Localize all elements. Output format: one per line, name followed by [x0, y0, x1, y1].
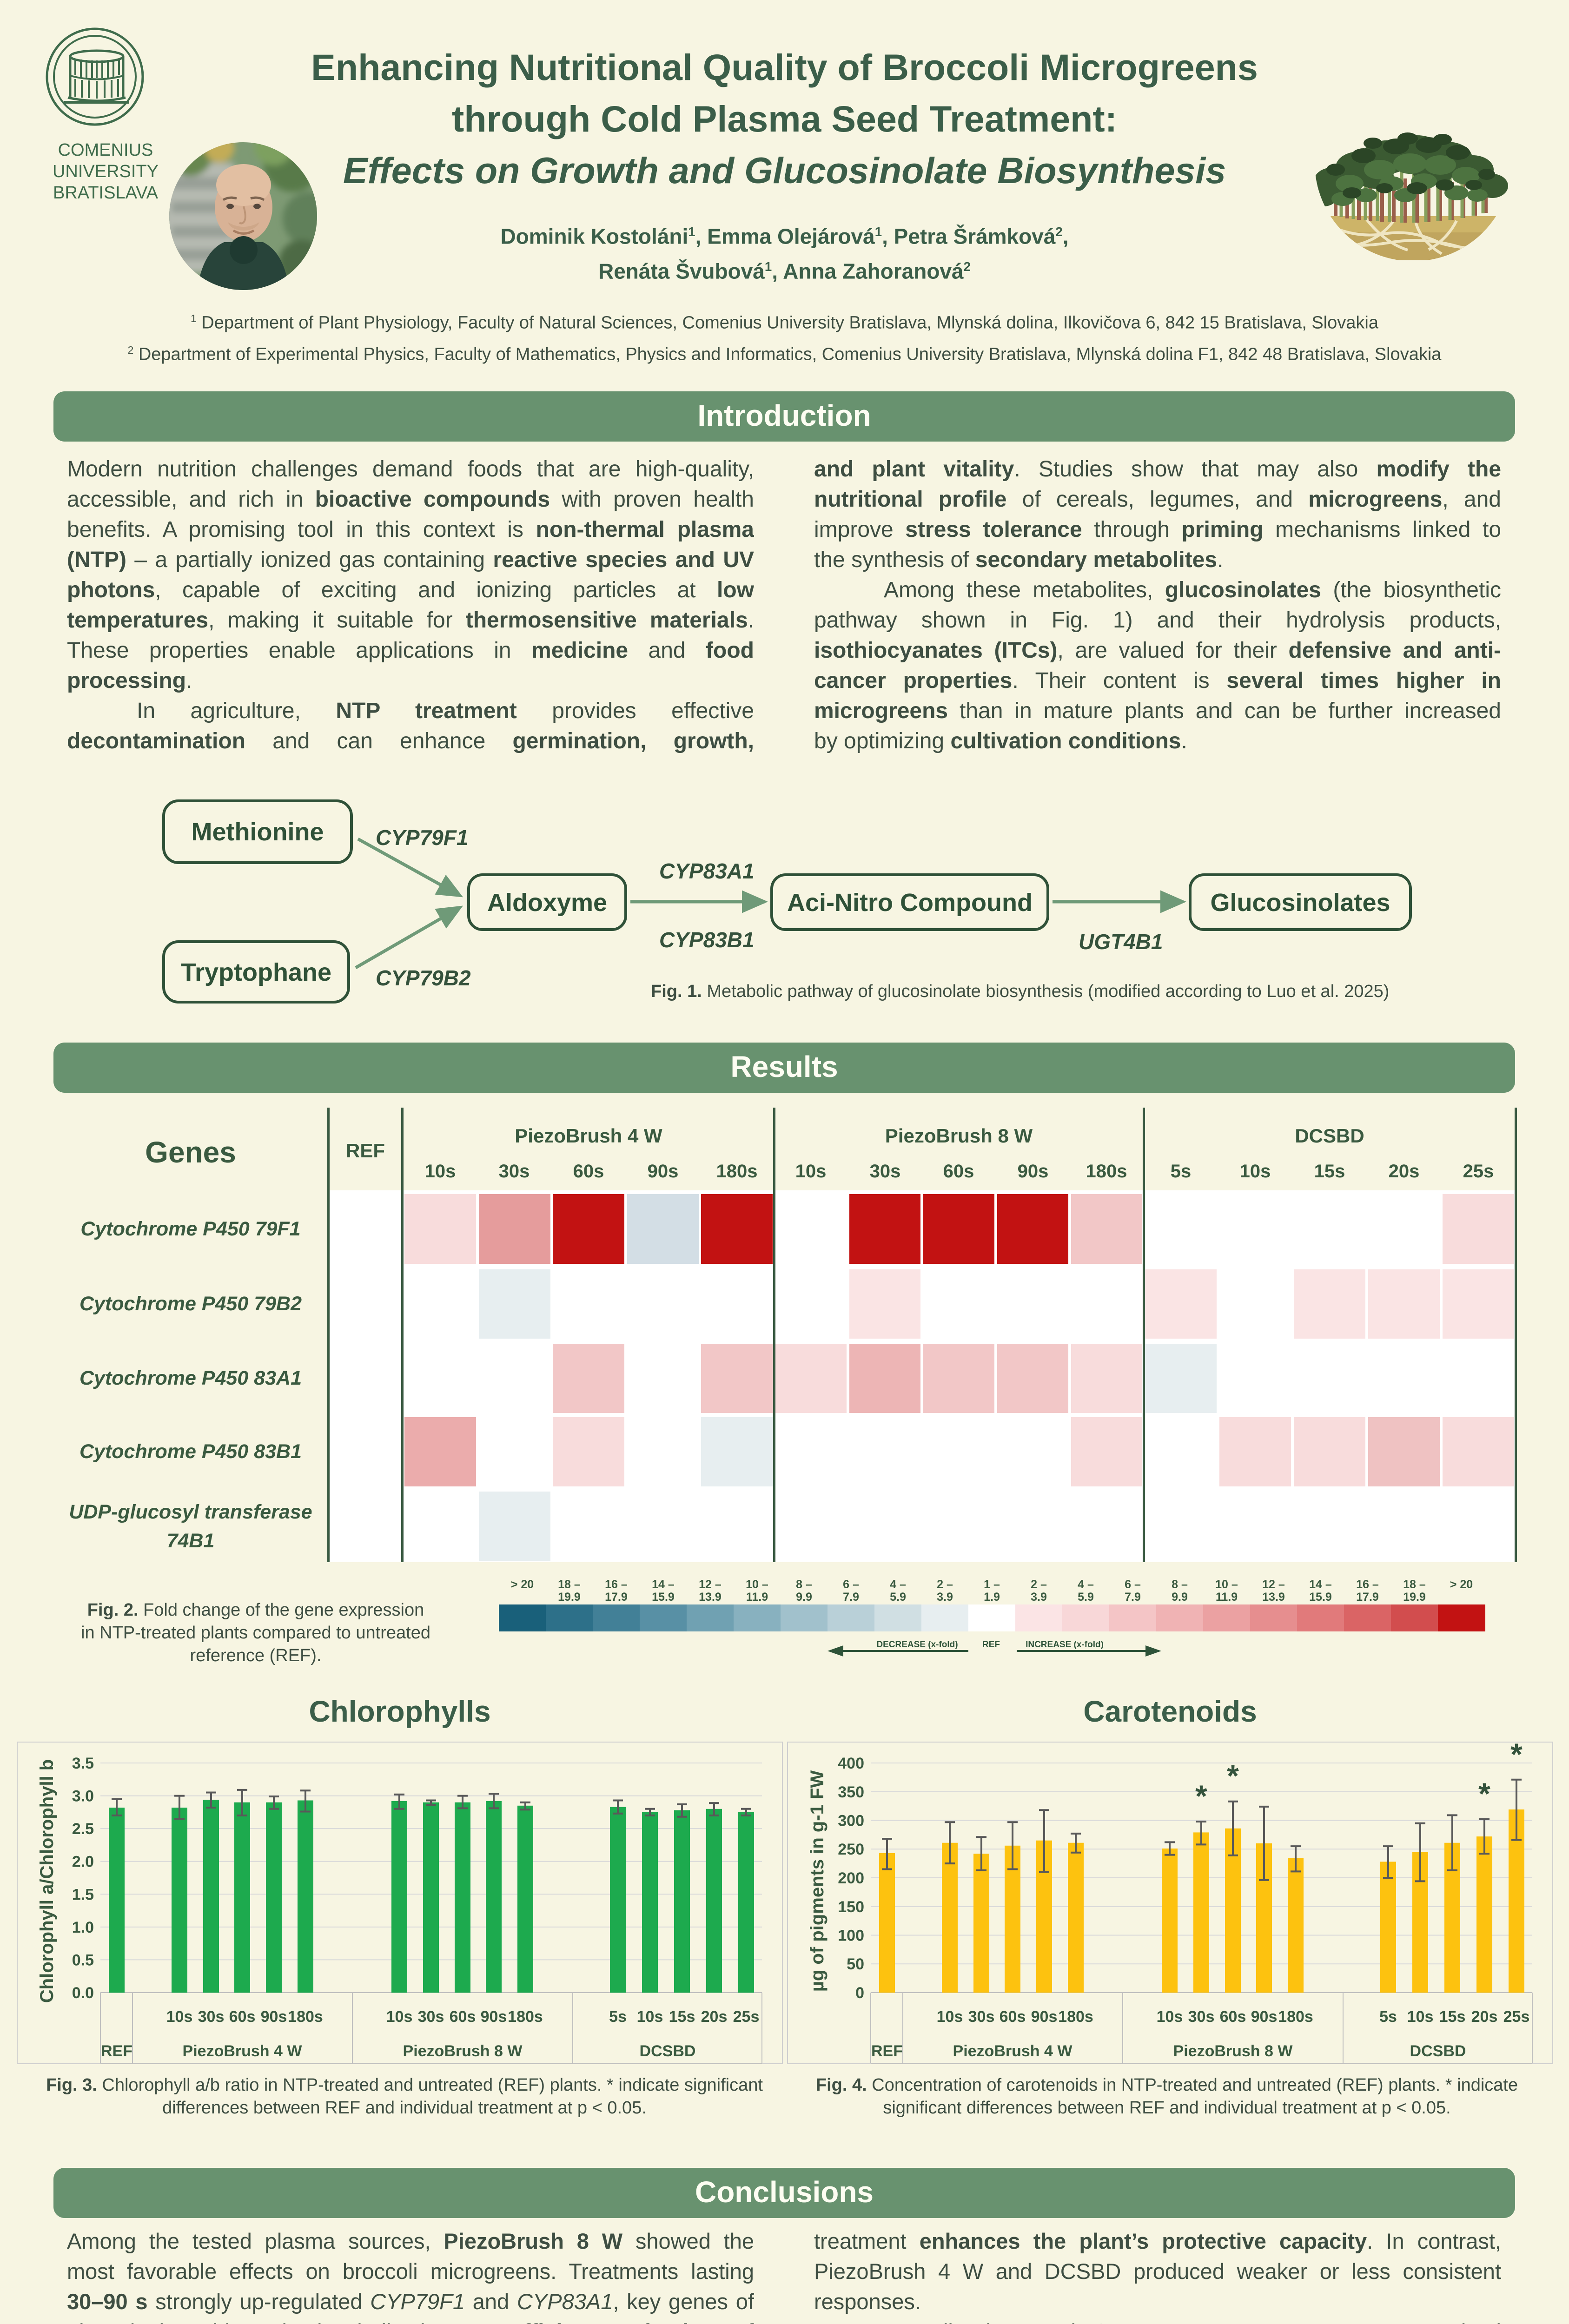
svg-text:3.5: 3.5	[72, 1755, 94, 1772]
svg-text:CYP83A1: CYP83A1	[659, 859, 755, 883]
svg-text:30s: 30s	[1188, 2008, 1215, 2026]
svg-text:60s: 60s	[1000, 2008, 1026, 2026]
svg-text:Methionine: Methionine	[192, 818, 324, 846]
svg-text:Glucosinolates: Glucosinolates	[1210, 889, 1390, 917]
svg-text:CYP83B1: CYP83B1	[659, 928, 755, 952]
svg-text:30s: 30s	[418, 2008, 444, 2026]
svg-text:CYP79B2: CYP79B2	[376, 966, 471, 990]
svg-text:2.5: 2.5	[72, 1820, 94, 1838]
svg-text:10s: 10s	[166, 2008, 193, 2026]
svg-text:25s: 25s	[733, 2008, 760, 2026]
svg-text:150: 150	[838, 1898, 864, 1916]
svg-text:180s: 180s	[1058, 2008, 1093, 2026]
svg-text:10s: 10s	[937, 2008, 963, 2026]
svg-text:60s: 60s	[450, 2008, 476, 2026]
svg-text:180s: 180s	[508, 2008, 543, 2026]
svg-text:15s: 15s	[669, 2008, 695, 2026]
svg-text:100: 100	[838, 1927, 864, 1945]
svg-text:Tryptophane: Tryptophane	[181, 958, 331, 986]
svg-text:0.0: 0.0	[72, 1984, 94, 2002]
svg-text:PiezoBrush 8 W: PiezoBrush 8 W	[403, 2042, 523, 2060]
svg-text:CYP79F1: CYP79F1	[376, 825, 468, 850]
svg-text:20s: 20s	[701, 2008, 728, 2026]
svg-text:1.5: 1.5	[72, 1886, 94, 1903]
svg-text:3.0: 3.0	[72, 1788, 94, 1805]
svg-text:350: 350	[838, 1783, 864, 1801]
svg-text:REF: REF	[101, 2042, 132, 2060]
svg-text:400: 400	[838, 1755, 864, 1772]
svg-text:DCSBD: DCSBD	[1410, 2042, 1466, 2060]
svg-text:Chlorophyll a/Chlorophyll b: Chlorophyll a/Chlorophyll b	[37, 1759, 57, 2003]
svg-text:180s: 180s	[1278, 2008, 1313, 2026]
svg-text:REF: REF	[982, 1640, 1000, 1650]
svg-text:90s: 90s	[261, 2008, 287, 2026]
svg-text:5s: 5s	[609, 2008, 627, 2026]
svg-text:15s: 15s	[1439, 2008, 1466, 2026]
svg-text:0.5: 0.5	[72, 1951, 94, 1969]
svg-text:Aldoxyme: Aldoxyme	[487, 889, 607, 917]
svg-text:60s: 60s	[229, 2008, 256, 2026]
svg-text:UGT4B1: UGT4B1	[1079, 930, 1163, 954]
svg-text:300: 300	[838, 1812, 864, 1830]
svg-text:10s: 10s	[386, 2008, 413, 2026]
svg-text:20s: 20s	[1471, 2008, 1498, 2026]
svg-text:1.0: 1.0	[72, 1919, 94, 1936]
svg-text:90s: 90s	[481, 2008, 507, 2026]
svg-text:30s: 30s	[968, 2008, 995, 2026]
svg-text:10s: 10s	[637, 2008, 663, 2026]
svg-text:µg of pigments in g-1 FW: µg of pigments in g-1 FW	[807, 1770, 828, 1992]
svg-text:*: *	[1510, 1742, 1523, 1771]
svg-text:60s: 60s	[1220, 2008, 1246, 2026]
svg-text:10s: 10s	[1407, 2008, 1434, 2026]
svg-text:*: *	[1478, 1776, 1490, 1811]
svg-text:5s: 5s	[1379, 2008, 1397, 2026]
svg-text:30s: 30s	[198, 2008, 225, 2026]
svg-text:10s: 10s	[1157, 2008, 1183, 2026]
svg-text:REF: REF	[871, 2042, 903, 2060]
svg-text:PiezoBrush 4 W: PiezoBrush 4 W	[183, 2042, 303, 2060]
svg-text:*: *	[1227, 1759, 1239, 1793]
svg-text:DCSBD: DCSBD	[640, 2042, 696, 2060]
svg-text:PiezoBrush 8 W: PiezoBrush 8 W	[1173, 2042, 1293, 2060]
svg-text:180s: 180s	[288, 2008, 323, 2026]
svg-text:DECREASE (x-fold): DECREASE (x-fold)	[876, 1640, 958, 1650]
svg-text:250: 250	[838, 1841, 864, 1858]
svg-text:2.0: 2.0	[72, 1853, 94, 1871]
svg-text:INCREASE (x-fold): INCREASE (x-fold)	[1026, 1640, 1104, 1650]
svg-text:50: 50	[847, 1955, 864, 1973]
svg-text:25s: 25s	[1503, 2008, 1530, 2026]
svg-text:0: 0	[855, 1984, 864, 2002]
svg-text:*: *	[1195, 1779, 1207, 1813]
svg-text:200: 200	[838, 1869, 864, 1887]
svg-text:PiezoBrush 4 W: PiezoBrush 4 W	[953, 2042, 1073, 2060]
svg-text:Aci-Nitro Compound: Aci-Nitro Compound	[787, 889, 1033, 917]
svg-text:90s: 90s	[1251, 2008, 1278, 2026]
svg-text:90s: 90s	[1031, 2008, 1058, 2026]
